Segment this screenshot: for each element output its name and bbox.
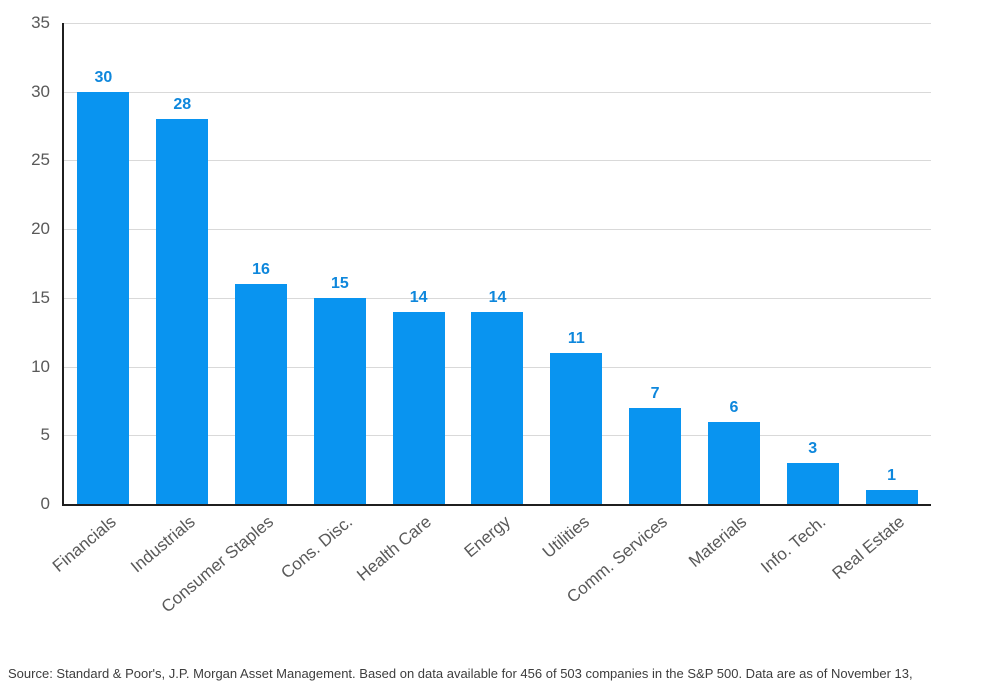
bar-slot: 1 xyxy=(852,23,931,504)
x-tick-label: Cons. Disc. xyxy=(277,512,357,583)
gridline xyxy=(64,297,931,299)
bar-info-tech xyxy=(786,462,839,504)
bar-slot: 16 xyxy=(222,23,301,504)
bar-value-label: 6 xyxy=(729,398,739,416)
bar-value-label: 28 xyxy=(173,96,192,114)
x-tick-label: Industrials xyxy=(126,512,199,577)
x-tick-label: Info. Tech. xyxy=(756,512,829,577)
x-label-anchor: Utilities xyxy=(526,512,592,562)
gridline xyxy=(64,23,931,24)
bar-comm-services xyxy=(629,407,682,504)
source-note: Source: Standard & Poor's, J.P. Morgan A… xyxy=(8,666,913,681)
bar-slot: 30 xyxy=(64,23,143,504)
y-tick-label: 0 xyxy=(40,494,50,513)
bar-cons-disc xyxy=(313,297,366,504)
bar-value-label: 11 xyxy=(567,329,585,347)
bar-slot: 28 xyxy=(143,23,222,504)
bars-row: 30 28 16 15 14 14 11 7 6 3 1 xyxy=(64,23,931,504)
y-tick-label: 35 xyxy=(31,13,50,32)
bar-slot: 14 xyxy=(379,23,458,504)
bar-utilities xyxy=(550,352,603,504)
bar-slot: 7 xyxy=(616,23,695,504)
bar-value-label: 30 xyxy=(94,68,113,86)
bar-consumer-staples xyxy=(235,284,288,504)
bar-value-label: 15 xyxy=(330,274,349,292)
y-tick-label: 5 xyxy=(40,425,50,445)
x-tick-label: Comm. Services xyxy=(563,512,672,607)
gridline xyxy=(64,91,931,93)
bar-slot: 6 xyxy=(695,23,774,504)
bar-value-label: 3 xyxy=(808,439,818,457)
bar-slot: 11 xyxy=(537,23,616,504)
x-label-anchor: Materials xyxy=(669,512,750,571)
x-tick-label: Materials xyxy=(685,512,751,571)
bar-value-label: 14 xyxy=(409,288,428,306)
x-label-anchor: Real Estate xyxy=(808,512,908,583)
bar-energy xyxy=(471,311,524,504)
x-label-anchor: Energy xyxy=(448,512,513,561)
gridline xyxy=(64,160,931,162)
x-label-anchor: Health Care xyxy=(332,512,435,585)
x-tick-label: Real Estate xyxy=(828,512,908,584)
x-tick-label: Health Care xyxy=(353,512,435,585)
x-tick-label: Utilities xyxy=(538,512,593,562)
bar-slot: 3 xyxy=(773,23,852,504)
x-label-anchor: Info. Tech. xyxy=(739,512,829,577)
bar-industrials xyxy=(156,119,209,504)
bar-real-estate xyxy=(865,490,918,504)
bar-financials xyxy=(77,91,130,504)
x-tick-label: Consumer Staples xyxy=(157,512,278,617)
x-label-anchor: Comm. Services xyxy=(534,512,672,607)
bar-value-label: 14 xyxy=(488,288,507,306)
bar-health-care xyxy=(392,311,445,504)
x-tick-label: Financials xyxy=(48,512,120,576)
x-tick-label: Energy xyxy=(460,512,514,562)
y-tick-label: 25 xyxy=(31,150,50,170)
bar-value-label: 7 xyxy=(650,384,660,402)
bar-slot: 14 xyxy=(458,23,537,504)
y-tick-label: 20 xyxy=(31,219,50,239)
gridline xyxy=(64,229,931,231)
bar-value-label: 1 xyxy=(887,467,896,485)
x-label-anchor: Cons. Disc. xyxy=(257,512,356,582)
y-tick-label: 30 xyxy=(31,81,50,101)
bar-value-label: 16 xyxy=(252,261,270,279)
y-tick-label: 10 xyxy=(31,356,50,376)
bar-slot: 15 xyxy=(300,23,379,504)
bar-materials xyxy=(707,421,760,504)
y-axis: 0 5 10 15 20 25 30 35 xyxy=(0,14,50,513)
y-tick-label: 15 xyxy=(31,287,50,307)
plot-area: 30 28 16 15 14 14 11 7 6 3 1 xyxy=(62,23,931,506)
x-label-anchor: Industrials xyxy=(109,512,199,576)
x-label-anchor: Financials xyxy=(31,512,120,576)
x-label-anchor: Consumer Staples xyxy=(125,512,277,616)
